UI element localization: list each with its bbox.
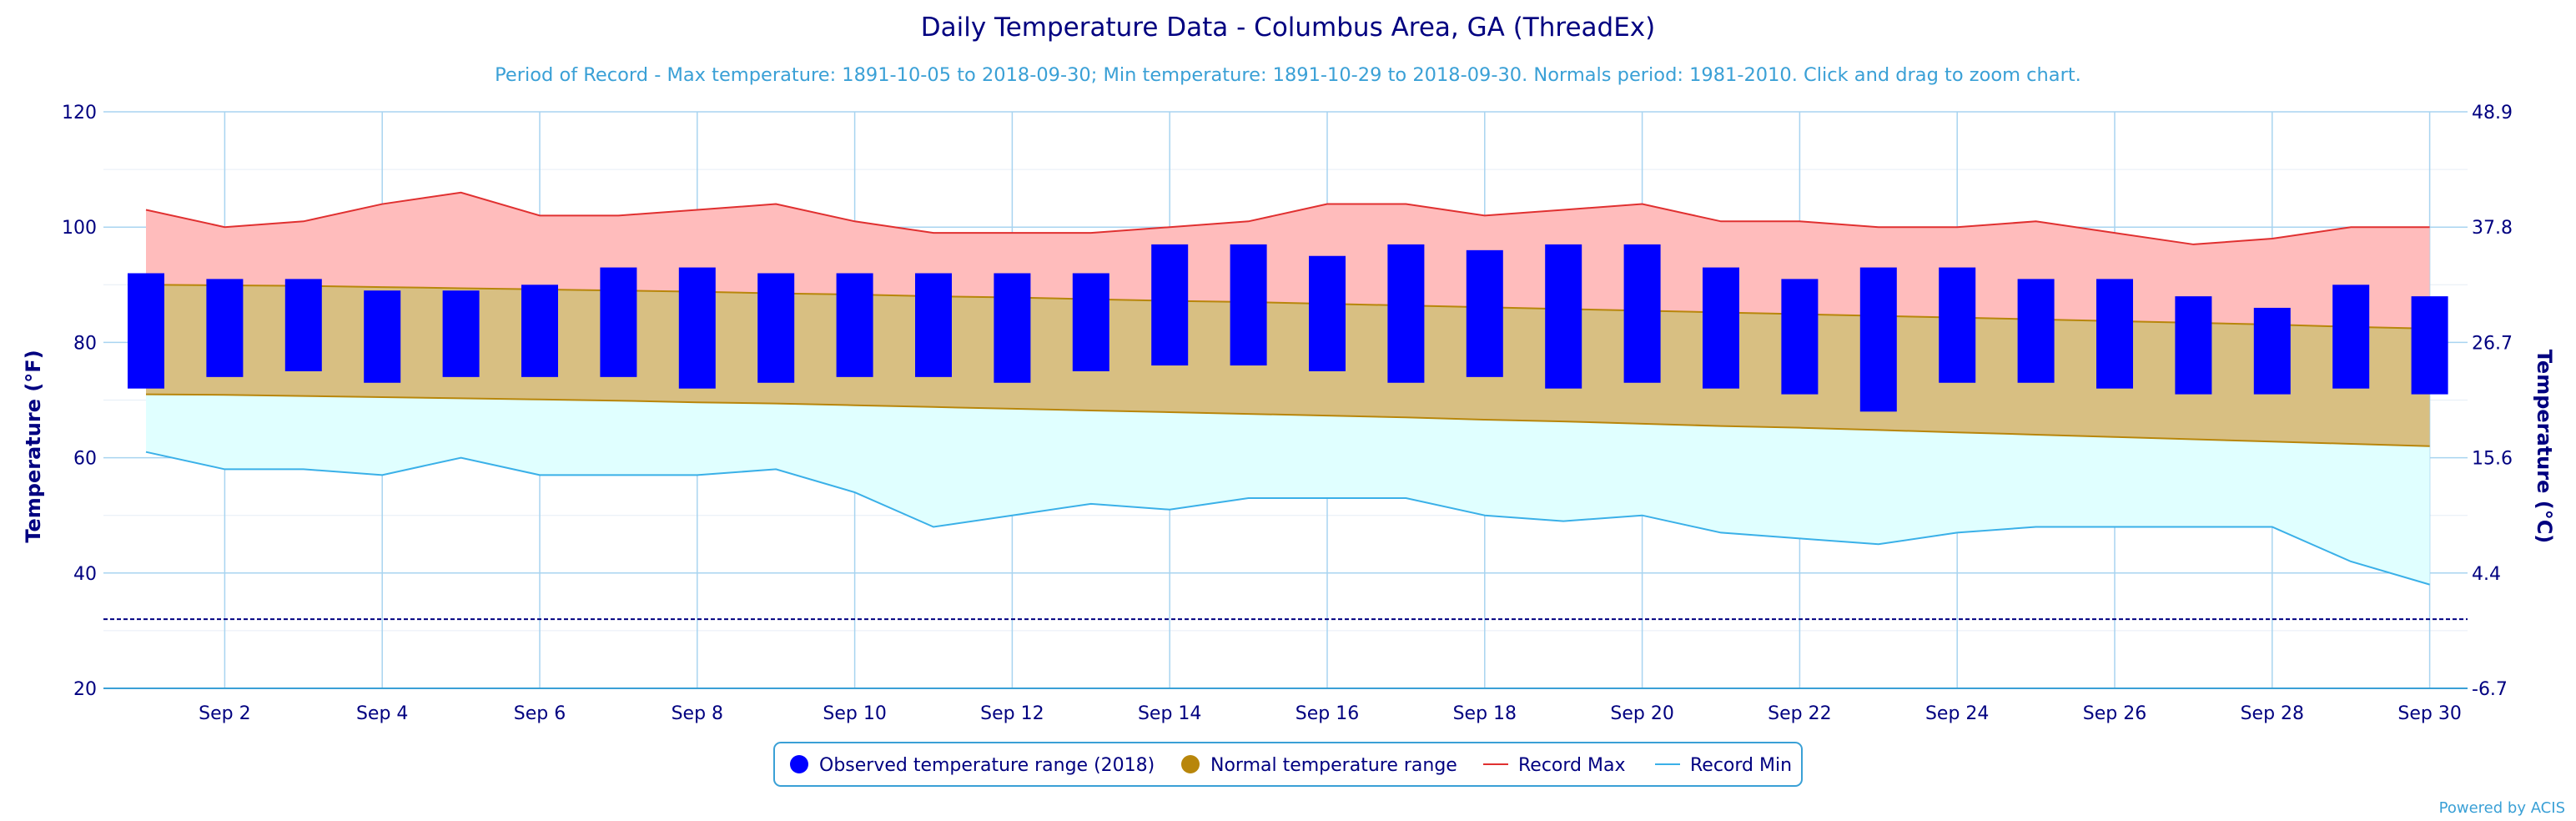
observed-bar[interactable]	[1623, 244, 1661, 383]
x-tick-label: Sep 16	[1296, 703, 1359, 724]
observed-bar[interactable]	[2175, 296, 2212, 395]
x-tick-label: Sep 30	[2397, 703, 2461, 724]
legend-record-max-label: Record Max	[1518, 755, 1626, 776]
y-tick-label-right: 15.6	[2472, 449, 2513, 470]
credits-link[interactable]: Powered by ACIS	[2439, 799, 2565, 817]
x-tick-label: Sep 26	[2083, 703, 2146, 724]
y-tick-label-left: 40	[73, 564, 97, 585]
x-tick-label: Sep 12	[980, 703, 1044, 724]
x-tick-label: Sep 18	[1453, 703, 1517, 724]
legend-box	[773, 742, 1803, 787]
y-tick-label-right: 4.4	[2472, 564, 2501, 585]
x-tick-label: Sep 2	[199, 703, 250, 724]
observed-bar[interactable]	[1466, 249, 1503, 377]
legend-observed-label: Observed temperature range (2018)	[819, 755, 1155, 776]
x-tick-label: Sep 4	[356, 703, 408, 724]
legend-observed-symbol	[790, 755, 808, 773]
observed-bar[interactable]	[2253, 307, 2291, 395]
legend-item-normal[interactable]: Normal temperature range	[1181, 755, 1457, 776]
legend-item-observed[interactable]: Observed temperature range (2018)	[790, 755, 1155, 776]
observed-bar[interactable]	[128, 273, 164, 389]
y-tick-label-right: 37.8	[2472, 218, 2513, 239]
observed-bar[interactable]	[364, 290, 401, 383]
x-tick-label: Sep 8	[672, 703, 723, 724]
observed-bar[interactable]	[2096, 279, 2133, 389]
y-tick-label-left: 60	[73, 449, 97, 470]
legend-record-min-label: Record Min	[1690, 755, 1792, 776]
record-lines	[145, 191, 2430, 586]
observed-bar[interactable]	[678, 267, 716, 389]
observed-bar[interactable]	[994, 273, 1031, 383]
record-min-area	[146, 394, 2430, 585]
range-areas	[145, 192, 2430, 585]
record-min-line	[145, 451, 2430, 586]
observed-bar[interactable]	[284, 279, 322, 371]
observed-bar[interactable]	[521, 285, 558, 377]
y-tick-label-right: 48.9	[2472, 103, 2513, 123]
observed-bar[interactable]	[1309, 255, 1346, 371]
observed-bar[interactable]	[915, 273, 952, 377]
legend-normal-symbol	[1181, 755, 1200, 773]
y-tick-label-right: 26.7	[2472, 333, 2513, 354]
observed-bar[interactable]	[1859, 267, 1897, 412]
record-max-area	[146, 192, 2430, 329]
normal-low-line	[145, 393, 2430, 447]
normal-range-area	[146, 285, 2430, 446]
observed-bar[interactable]	[1387, 244, 1425, 383]
x-tick-label: Sep 20	[1610, 703, 1673, 724]
observed-bar[interactable]	[206, 279, 244, 377]
y-tick-label-left: 120	[62, 103, 97, 123]
axes: 20 40 60 80 100 120 -6.7 4.4 15.6 26.7 37.8 48.9 Sep…	[62, 103, 2513, 724]
observed-bar[interactable]	[2332, 285, 2370, 389]
x-tick-label: Sep 6	[514, 703, 566, 724]
x-tick-label: Sep 22	[1768, 703, 1831, 724]
observed-bar[interactable]	[1781, 279, 1819, 395]
y-tick-label-left: 100	[62, 218, 97, 239]
x-tick-label: Sep 28	[2241, 703, 2304, 724]
y-tick-label-left: 20	[73, 679, 97, 700]
observed-bar[interactable]	[1703, 267, 1739, 389]
observed-bar[interactable]	[1230, 244, 1267, 366]
observed-bar[interactable]	[1151, 244, 1189, 366]
observed-bar[interactable]	[1939, 267, 1976, 383]
observed-bar[interactable]	[442, 290, 480, 377]
observed-bar[interactable]	[836, 273, 873, 377]
observed-bar[interactable]	[600, 267, 637, 377]
y-axis-title-right: Temperature (°C)	[2533, 350, 2556, 544]
observed-bar[interactable]	[757, 273, 795, 383]
x-tick-label: Sep 10	[823, 703, 886, 724]
legend-item-record-min[interactable]: Record Min	[1655, 755, 1792, 776]
observed-bar[interactable]	[2411, 296, 2448, 395]
observed-bar[interactable]	[2017, 279, 2055, 383]
y-tick-label-right: -6.7	[2472, 679, 2508, 700]
legend[interactable]: Observed temperature range (2018) Normal…	[773, 742, 1803, 787]
observed-bars[interactable]	[128, 244, 2448, 412]
y-tick-label-left: 80	[73, 333, 97, 354]
observed-bar[interactable]	[1072, 273, 1109, 371]
record-max-line	[145, 191, 2430, 245]
legend-item-record-max[interactable]: Record Max	[1483, 755, 1626, 776]
observed-bar[interactable]	[1545, 244, 1582, 389]
legend-normal-label: Normal temperature range	[1210, 755, 1457, 776]
chart-subtitle: Period of Record - Max temperature: 1891…	[495, 64, 2081, 86]
chart-title: Daily Temperature Data - Columbus Area, …	[921, 13, 1655, 43]
x-tick-label: Sep 14	[1138, 703, 1201, 724]
y-axis-title-left: Temperature (°F)	[22, 350, 45, 542]
x-tick-label: Sep 24	[1925, 703, 1989, 724]
